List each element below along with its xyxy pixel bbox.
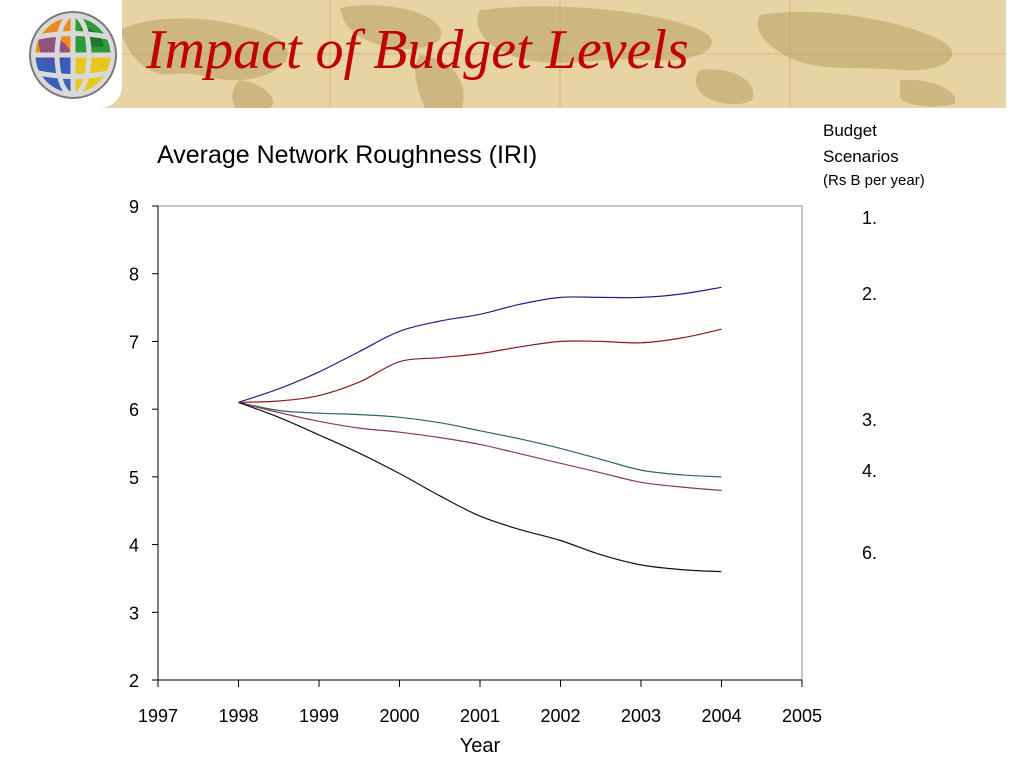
x-tick-label: 2002 [540, 706, 580, 726]
y-tick-label: 9 [129, 197, 139, 217]
legend-title-line1: Budget [823, 121, 877, 140]
x-tick-label: 1998 [218, 706, 258, 726]
x-tick-label: 2005 [782, 706, 822, 726]
series-line-2 [238, 328, 722, 403]
x-tick-label: 2000 [379, 706, 419, 726]
chart-title: Average Network Roughness (IRI) [157, 141, 538, 169]
series-line-1 [238, 286, 722, 403]
series-line-5 [238, 401, 722, 573]
y-tick-label: 7 [129, 332, 139, 352]
x-axis-label: Year [460, 735, 501, 757]
legend-item-3: 3. [862, 410, 878, 430]
legend-title-line2: Scenarios [823, 147, 899, 166]
legend-item-2: 2. [862, 284, 878, 304]
map-continents [120, 5, 956, 108]
y-tick-label: 3 [129, 603, 139, 623]
legend-title: Budget Scenarios (Rs B per year) [823, 118, 925, 192]
y-tick-label: 2 [129, 671, 139, 691]
plot-area [157, 205, 803, 681]
globe-icon [29, 11, 117, 99]
world-map-background [0, 0, 1006, 108]
x-tick-label: 2003 [621, 706, 661, 726]
series-line-3 [238, 401, 722, 478]
x-tick-label: 2001 [460, 706, 500, 726]
legend-item-1: 1. [862, 208, 878, 228]
y-tick-label: 5 [129, 468, 139, 488]
x-tick-label: 1999 [299, 706, 339, 726]
slide-title: Impact of Budget Levels [146, 19, 689, 81]
legend-unit: (Rs B per year) [823, 172, 925, 189]
series-line-4 [238, 401, 722, 491]
y-tick-label: 8 [129, 265, 139, 285]
x-tick-label: 1997 [138, 706, 178, 726]
y-tick-label: 6 [129, 400, 139, 420]
legend-item-4: 4. [862, 461, 878, 481]
x-tick-label: 2004 [701, 706, 741, 726]
map-gridlines [120, 0, 1006, 108]
title-banner: Impact of Budget Levels [0, 0, 1006, 108]
legend-item-6: 6. [862, 543, 878, 563]
y-tick-label: 4 [129, 536, 139, 556]
